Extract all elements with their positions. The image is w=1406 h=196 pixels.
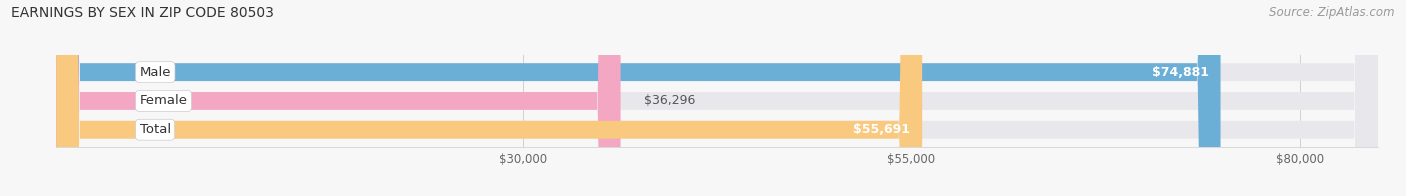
FancyBboxPatch shape xyxy=(56,0,1378,196)
FancyBboxPatch shape xyxy=(56,0,1220,196)
Text: Source: ZipAtlas.com: Source: ZipAtlas.com xyxy=(1270,6,1395,19)
Text: Total: Total xyxy=(139,123,170,136)
FancyBboxPatch shape xyxy=(56,0,1378,196)
FancyBboxPatch shape xyxy=(56,0,620,196)
Text: $74,881: $74,881 xyxy=(1152,66,1209,79)
Text: $36,296: $36,296 xyxy=(644,94,696,107)
Text: Female: Female xyxy=(139,94,187,107)
Text: EARNINGS BY SEX IN ZIP CODE 80503: EARNINGS BY SEX IN ZIP CODE 80503 xyxy=(11,6,274,20)
FancyBboxPatch shape xyxy=(56,0,1378,196)
FancyBboxPatch shape xyxy=(56,0,922,196)
Text: Male: Male xyxy=(139,66,172,79)
Text: $55,691: $55,691 xyxy=(853,123,910,136)
